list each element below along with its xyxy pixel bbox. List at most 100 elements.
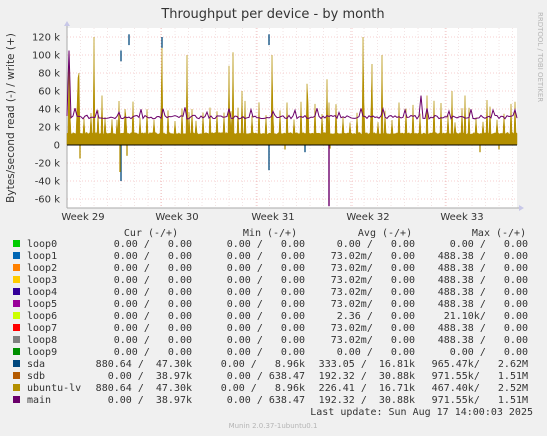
legend-max-loop2: 488.38 / 0.00 — [438, 263, 528, 274]
x-tick-label: Week 32 — [346, 212, 389, 223]
legend-avg-loop8: 73.02m/ 0.00 — [331, 335, 415, 346]
legend-max-sdb: 971.55k/ 1.51M — [432, 371, 528, 382]
legend-avg-loop4: 73.02m/ 0.00 — [331, 287, 415, 298]
legend-swatch-loop3 — [13, 276, 20, 283]
legend-avg-loop6: 2.36 / 0.00 — [337, 311, 415, 322]
legend-min-loop1: 0.00 / 0.00 — [227, 251, 305, 262]
legend-max-loop9: 0.00 / 0.00 — [450, 347, 528, 358]
legend-swatch-main — [13, 396, 20, 403]
x-tick-label: Week 31 — [251, 212, 294, 223]
series-area-ubuntu-lv — [66, 36, 518, 146]
y-tick-label: 80 k — [38, 69, 60, 80]
y-tick-label: 120 k — [32, 33, 60, 44]
legend-label-loop3: loop3 — [27, 275, 57, 286]
legend-header-max: Max (-/+) — [472, 228, 526, 239]
legend-min-loop9: 0.00 / 0.00 — [227, 347, 305, 358]
legend-avg-loop9: 0.00 / 0.00 — [337, 347, 415, 358]
legend-label-main: main — [27, 395, 51, 406]
legend-min-loop8: 0.00 / 0.00 — [227, 335, 305, 346]
legend-cur-loop9: 0.00 / 0.00 — [114, 347, 192, 358]
legend-label-loop4: loop4 — [27, 287, 57, 298]
legend-swatch-loop6 — [13, 312, 20, 319]
legend-min-loop0: 0.00 / 0.00 — [227, 239, 305, 250]
legend-cur-main: 0.00 / 38.97k — [108, 395, 192, 406]
legend-min-sda: 0.00 / 8.96k — [221, 359, 305, 370]
legend-swatch-loop2 — [13, 264, 20, 271]
legend-label-sdb: sdb — [27, 371, 45, 382]
legend-label-loop2: loop2 — [27, 263, 57, 274]
x-tick-label: Week 33 — [440, 212, 483, 223]
legend-avg-loop3: 73.02m/ 0.00 — [331, 275, 415, 286]
legend-max-loop6: 21.10k/ 0.00 — [444, 311, 528, 322]
legend-max-loop1: 488.38 / 0.00 — [438, 251, 528, 262]
legend-max-loop5: 488.38 / 0.00 — [438, 299, 528, 310]
y-tick-label: 40 k — [38, 105, 60, 116]
x-axis-arrow — [519, 205, 524, 211]
legend-max-sda: 965.47k/ 2.62M — [432, 359, 528, 370]
legend-max-loop4: 488.38 / 0.00 — [438, 287, 528, 298]
legend-swatch-loop7 — [13, 324, 20, 331]
y-axis-label: Bytes/second read (-) / write (+) — [5, 33, 17, 203]
y-tick-label: 100 k — [32, 51, 60, 62]
y-tick-label: 20 k — [38, 123, 60, 134]
legend-swatch-loop5 — [13, 300, 20, 307]
legend-max-loop0: 0.00 / 0.00 — [450, 239, 528, 250]
last-update: Last update: Sun Aug 17 14:00:03 2025 — [310, 407, 533, 418]
chart-title: Throughput per device - by month — [160, 7, 384, 22]
y-tick-label: 0 — [54, 141, 60, 152]
legend-swatch-loop1 — [13, 252, 20, 259]
legend-min-loop2: 0.00 / 0.00 — [227, 263, 305, 274]
legend-label-loop5: loop5 — [27, 299, 57, 310]
series-line-main — [66, 50, 518, 120]
legend-min-ubuntu-lv: 0.00 / 8.96k — [221, 383, 305, 394]
legend-min-main: 0.00 / 638.47 — [227, 395, 305, 406]
legend-cur-loop0: 0.00 / 0.00 — [114, 239, 192, 250]
legend-min-loop6: 0.00 / 0.00 — [227, 311, 305, 322]
legend-cur-loop5: 0.00 / 0.00 — [114, 299, 192, 310]
legend-avg-main: 192.32 / 30.88k — [319, 395, 415, 406]
legend-cur-ubuntu-lv: 880.64 / 47.30k — [96, 383, 192, 394]
legend-avg-loop7: 73.02m/ 0.00 — [331, 323, 415, 334]
legend-label-sda: sda — [27, 359, 45, 370]
legend-min-loop3: 0.00 / 0.00 — [227, 275, 305, 286]
legend-cur-loop7: 0.00 / 0.00 — [114, 323, 192, 334]
legend-cur-loop8: 0.00 / 0.00 — [114, 335, 192, 346]
legend-swatch-sdb — [13, 372, 20, 379]
legend-max-loop7: 488.38 / 0.00 — [438, 323, 528, 334]
legend-header-min: Min (-/+) — [243, 228, 297, 239]
y-tick-label: -60 k — [35, 195, 61, 206]
x-tick-label: Week 30 — [155, 212, 198, 223]
y-axis-arrow — [64, 21, 70, 26]
legend-label-loop1: loop1 — [27, 251, 57, 262]
legend-min-loop4: 0.00 / 0.00 — [227, 287, 305, 298]
legend-swatch-loop4 — [13, 288, 20, 295]
legend-header-avg: Avg (-/+) — [358, 228, 412, 239]
side-label: RRDTOOL / TOBI OETIKER — [536, 12, 544, 102]
legend-max-ubuntu-lv: 467.40k/ 2.52M — [432, 383, 528, 394]
legend-avg-sdb: 192.32 / 30.88k — [319, 371, 415, 382]
legend-min-sdb: 0.00 / 638.47 — [227, 371, 305, 382]
legend-avg-loop2: 73.02m/ 0.00 — [331, 263, 415, 274]
legend-max-loop3: 488.38 / 0.00 — [438, 275, 528, 286]
legend-label-loop0: loop0 — [27, 239, 57, 250]
y-tick-label: -20 k — [35, 159, 61, 170]
legend-swatch-ubuntu-lv — [13, 384, 20, 391]
legend-avg-loop1: 73.02m/ 0.00 — [331, 251, 415, 262]
legend-min-loop7: 0.00 / 0.00 — [227, 323, 305, 334]
legend-label-loop8: loop8 — [27, 335, 57, 346]
legend-cur-loop6: 0.00 / 0.00 — [114, 311, 192, 322]
legend-avg-loop0: 0.00 / 0.00 — [337, 239, 415, 250]
legend-max-main: 971.55k/ 1.51M — [432, 395, 528, 406]
legend-cur-sda: 880.64 / 47.30k — [96, 359, 192, 370]
legend-label-loop7: loop7 — [27, 323, 57, 334]
legend-avg-ubuntu-lv: 226.41 / 16.71k — [319, 383, 415, 394]
legend-swatch-sda — [13, 360, 20, 367]
legend-avg-loop5: 73.02m/ 0.00 — [331, 299, 415, 310]
legend-header-cur: Cur (-/+) — [124, 228, 178, 239]
legend-min-loop5: 0.00 / 0.00 — [227, 299, 305, 310]
legend-label-loop6: loop6 — [27, 311, 57, 322]
legend-cur-loop1: 0.00 / 0.00 — [114, 251, 192, 262]
legend-swatch-loop8 — [13, 336, 20, 343]
legend-cur-sdb: 0.00 / 38.97k — [108, 371, 192, 382]
y-tick-label: -40 k — [35, 177, 61, 188]
